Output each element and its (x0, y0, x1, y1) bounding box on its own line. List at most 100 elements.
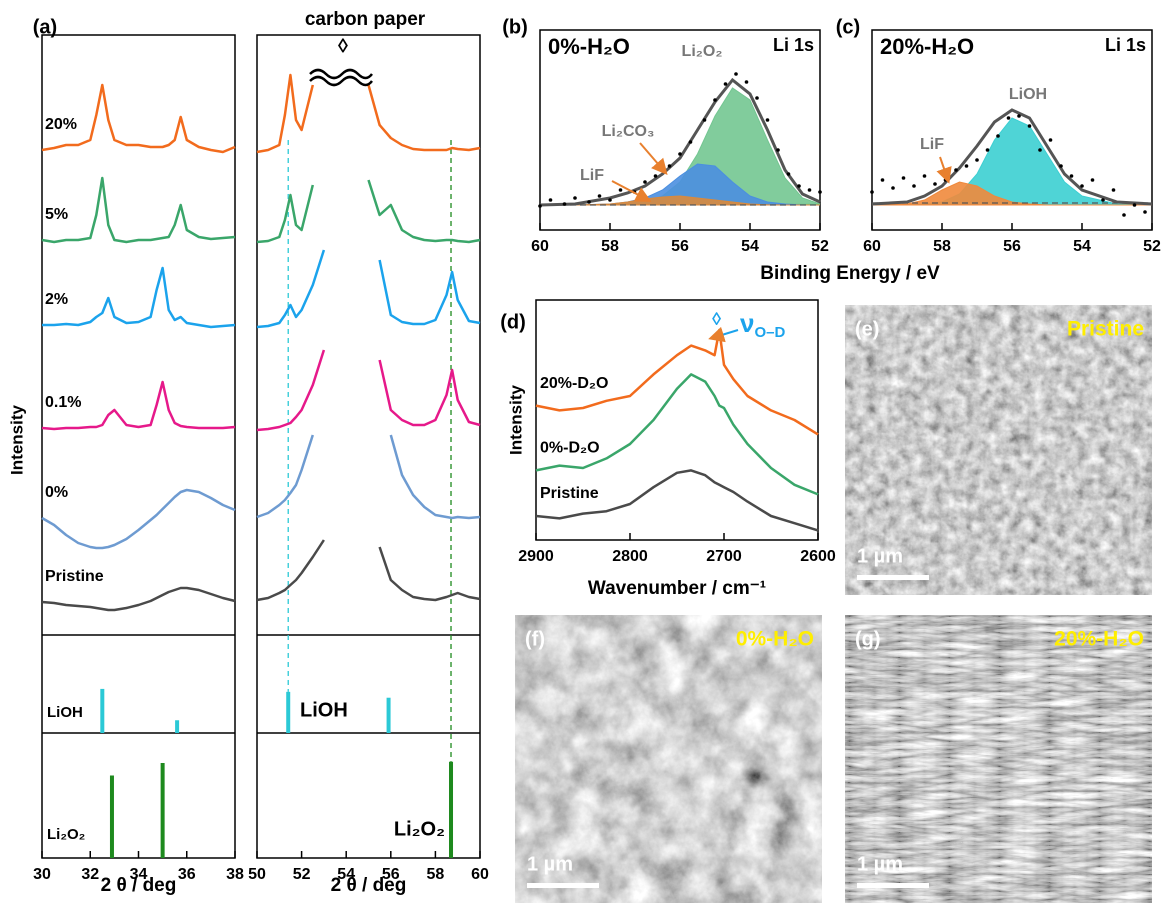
series-label: Pristine (45, 568, 104, 585)
data-point (1112, 188, 1116, 192)
x-tick-label: 50 (248, 866, 266, 883)
data-point (724, 82, 728, 86)
reference-stick (449, 762, 453, 858)
annotation: ◊ (338, 35, 348, 57)
scale-bar (857, 883, 929, 888)
data-point (870, 190, 874, 194)
reference-stick (100, 689, 104, 733)
x-tick-label: 2900 (518, 548, 554, 565)
x-tick-label: 60 (863, 238, 881, 255)
data-point (965, 164, 969, 168)
x-tick-label: 2700 (706, 548, 742, 565)
data-point (608, 198, 612, 202)
reference-label: LiOH (300, 699, 348, 721)
data-point (1038, 148, 1042, 152)
y-axis-label: Intensity (506, 385, 525, 455)
data-point (563, 202, 567, 206)
series-label: 0.1% (45, 394, 81, 411)
page: LiOHLi₂O₂20%5%2%0.1%0%Pristine3032343638… (0, 0, 1162, 903)
data-point (1133, 203, 1137, 207)
data-point (1007, 116, 1011, 120)
data-point (654, 174, 658, 178)
series-label: 20%-D₂O (540, 375, 608, 392)
component-label: Li₂CO₃ (602, 123, 655, 140)
x-tick-label: 58 (933, 238, 951, 255)
data-point (954, 168, 958, 172)
scale-bar (857, 575, 929, 580)
series-line (42, 588, 235, 610)
data-point (1143, 210, 1147, 214)
title: 0%-H₂O (548, 34, 630, 59)
image-caption: 20%-H₂O (1054, 628, 1144, 651)
data-point (643, 180, 647, 184)
data-point (1049, 138, 1053, 142)
series-line (257, 435, 480, 518)
data-point (538, 204, 542, 208)
data-point (776, 148, 780, 152)
data-point (703, 118, 707, 122)
data-point (678, 152, 682, 156)
x-tick-label: 52 (811, 238, 829, 255)
data-point (573, 196, 577, 200)
figure: LiOHLi₂O₂20%5%2%0.1%0%Pristine3032343638… (0, 0, 1162, 903)
data-point (755, 96, 759, 100)
image-caption: 0%-H₂O (736, 628, 814, 651)
series-label: Pristine (540, 485, 599, 502)
data-point (1091, 178, 1095, 182)
annotation-text: νO–D (740, 308, 785, 341)
data-point (713, 98, 717, 102)
series-line (257, 75, 480, 152)
data-point (986, 148, 990, 152)
data-point (549, 198, 553, 202)
component-label: Li₂O₂ (682, 43, 723, 60)
data-point (902, 176, 906, 180)
panel-label: (c) (836, 16, 860, 38)
reference-stick (286, 692, 290, 733)
reference-label: Li₂O₂ (394, 818, 445, 840)
scale-label: 1 µm (527, 853, 573, 875)
series-line (257, 540, 480, 600)
data-point (1122, 213, 1126, 217)
reference-stick (175, 720, 179, 733)
image-caption: Pristine (1067, 318, 1144, 341)
series-line (42, 268, 235, 327)
reference-label: Li₂O₂ (47, 826, 85, 843)
x-axis-label: 2 θ / deg (101, 875, 177, 896)
reference-label: LiOH (47, 704, 83, 721)
series-label: 20% (45, 116, 77, 133)
x-tick-label: 54 (741, 238, 759, 255)
x-tick-label: 60 (471, 866, 489, 883)
x-tick-label: 56 (671, 238, 689, 255)
x-tick-label: 30 (33, 866, 51, 883)
scale-label: 1 µm (857, 545, 903, 567)
data-point (975, 158, 979, 162)
x-tick-label: 54 (1073, 238, 1091, 255)
x-tick-label: 58 (601, 238, 619, 255)
data-point (787, 172, 791, 176)
annotation-arrow (712, 330, 738, 338)
data-point (734, 72, 738, 76)
data-point (745, 80, 749, 84)
series-line (42, 490, 235, 548)
data-point (766, 118, 770, 122)
title: carbon paper (305, 9, 426, 30)
data-point (881, 178, 885, 182)
data-point (808, 188, 812, 192)
plot-frame (42, 35, 235, 858)
data-point (598, 194, 602, 198)
subtitle: Li 1s (773, 35, 814, 55)
axis-break (310, 70, 372, 85)
x-tick-label: 52 (293, 866, 311, 883)
data-point (923, 174, 927, 178)
component-label: LiF (580, 167, 604, 184)
reference-stick (110, 776, 114, 859)
data-point (619, 188, 623, 192)
image-label: (g) (855, 628, 881, 650)
data-point (1028, 124, 1032, 128)
series-line (257, 250, 480, 327)
data-point (1101, 198, 1105, 202)
data-point (797, 184, 801, 188)
series-line (257, 180, 480, 242)
series-line (257, 350, 480, 430)
panel-label: (b) (502, 16, 528, 38)
